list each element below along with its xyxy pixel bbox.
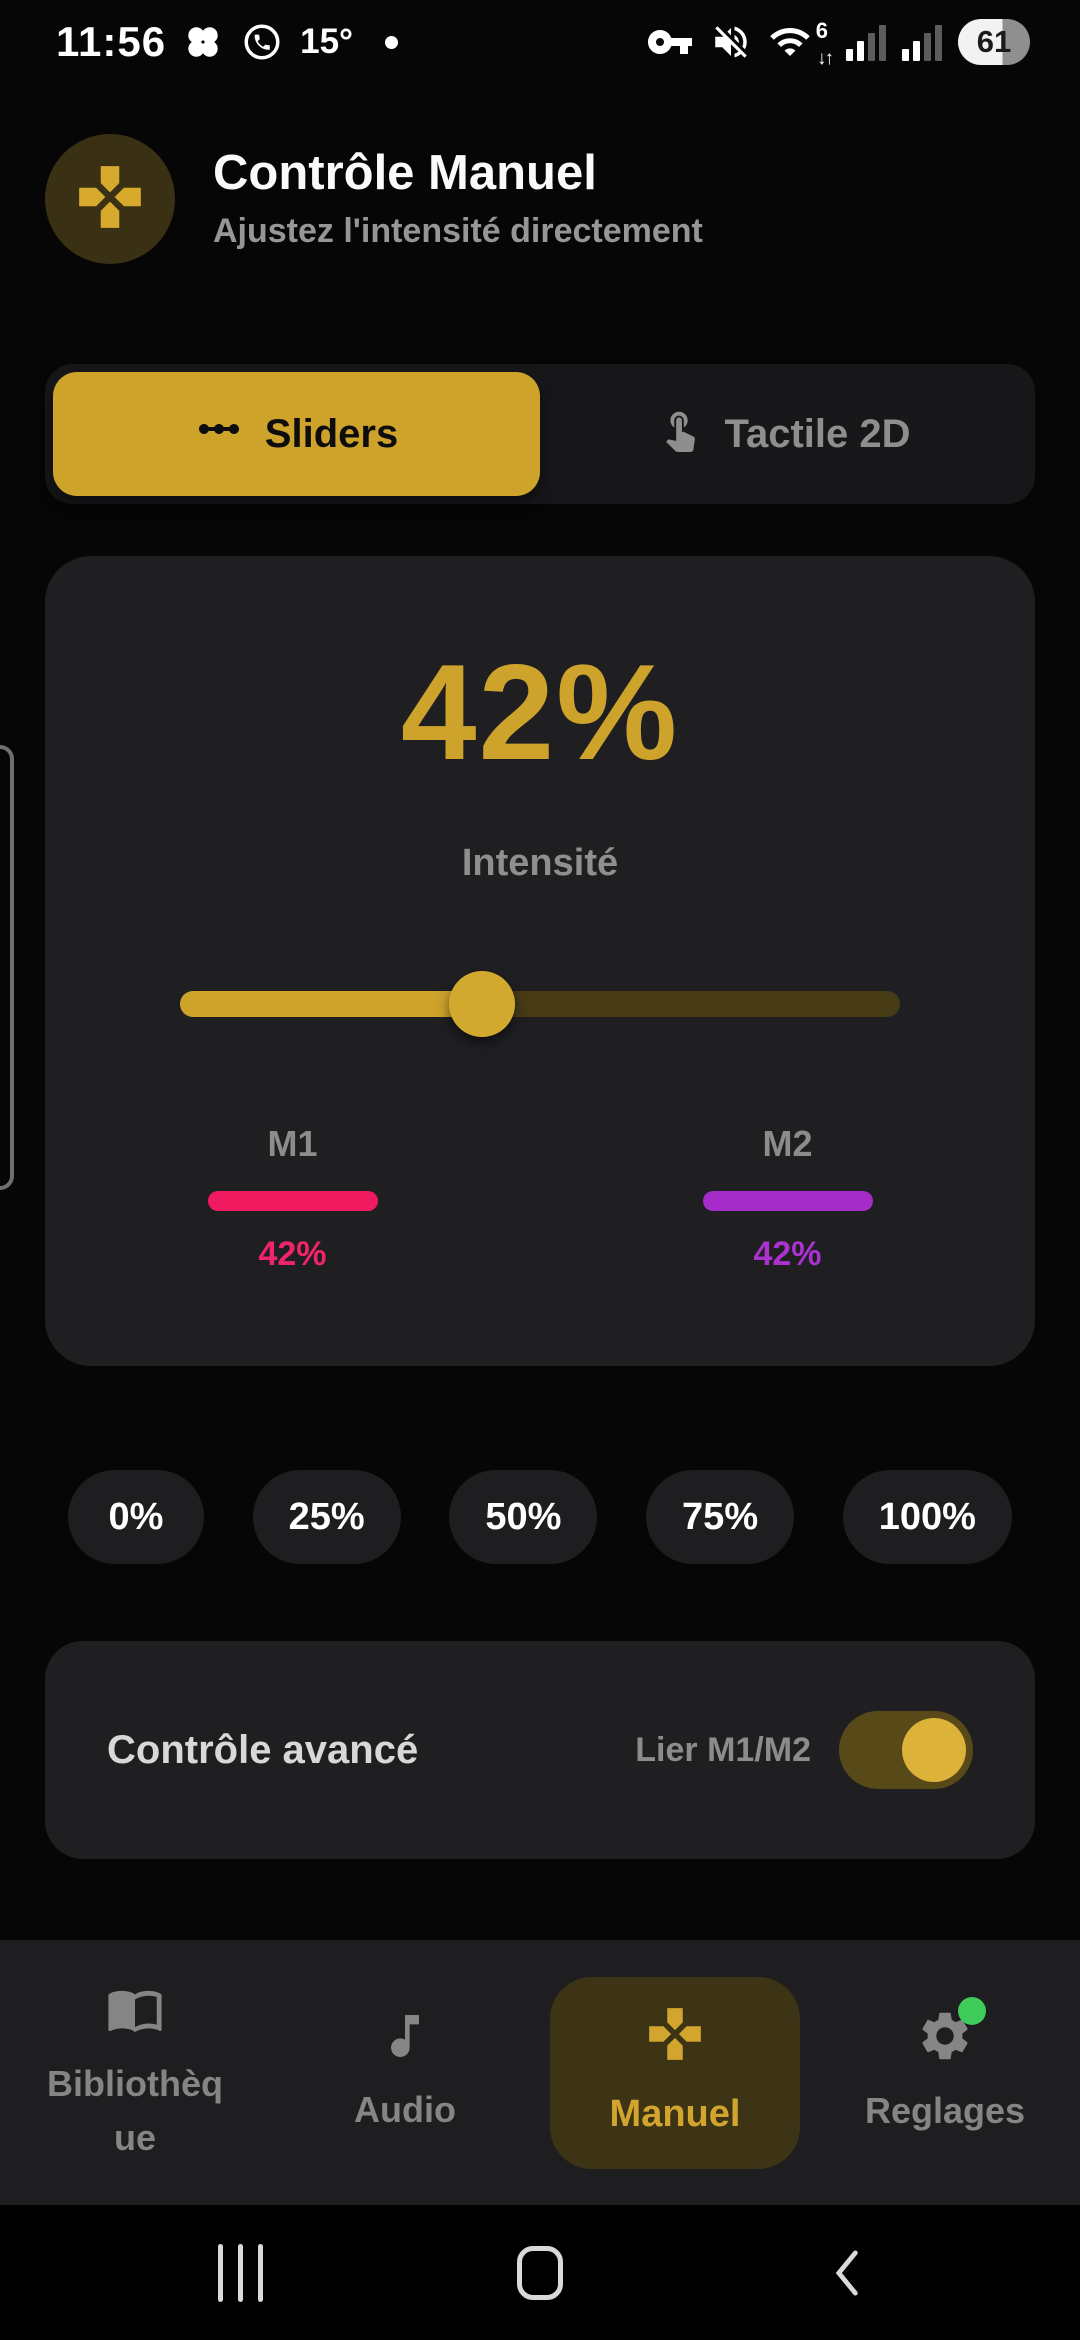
gamepad-icon	[73, 160, 147, 239]
link-m1-m2-toggle[interactable]	[839, 1711, 973, 1789]
tab-sliders-label: Sliders	[264, 411, 399, 456]
motor-m2-label: M2	[762, 1123, 813, 1164]
advanced-control-title: Contrôle avancé	[107, 1727, 419, 1772]
nav-label-bibliotheque: Bibliothèque	[47, 2063, 223, 2158]
mode-tabbar: Sliders Tactile 2D	[45, 364, 1035, 504]
book-icon	[106, 1980, 164, 2043]
nav-label-manuel: Manuel	[609, 2092, 741, 2135]
motor-m1-bar	[207, 1191, 378, 1211]
back-button[interactable]	[786, 2205, 910, 2340]
gear-icon	[916, 1997, 986, 2070]
wifi-standard-label: 6	[815, 18, 828, 43]
home-button[interactable]	[478, 2205, 602, 2340]
tab-tactile-2d-label: Tactile 2D	[724, 411, 911, 456]
slider-thumb[interactable]	[449, 971, 516, 1037]
temperature-indicator: 15°	[300, 22, 354, 61]
touch-icon	[657, 406, 703, 462]
link-m1-m2-label: Lier M1/M2	[635, 1730, 811, 1769]
nav-item-reglages[interactable]: Reglages	[810, 1997, 1080, 2138]
wifi-traffic-arrows: ↓↑	[817, 48, 834, 69]
wifi-6-icon: 6 ↓↑	[768, 18, 834, 69]
signal-sim1-icon	[846, 23, 886, 61]
nav-active-pill: Manuel	[549, 1976, 801, 2169]
advanced-control-card: Contrôle avancé Lier M1/M2	[45, 1641, 1035, 1859]
recents-button[interactable]	[175, 2205, 305, 2340]
motor-m1-value: 42%	[258, 1235, 327, 1273]
intensity-value: 42%	[400, 636, 680, 788]
link-m1-m2-control: Lier M1/M2	[635, 1711, 973, 1789]
clover-app-icon	[182, 21, 224, 63]
signal-sim2-icon	[902, 23, 942, 61]
bottom-navigation: Bibliothèque Audio Manuel Reglages	[0, 1940, 1080, 2205]
preset-button-0[interactable]: 0%	[68, 1470, 204, 1564]
intensity-slider[interactable]	[180, 971, 900, 1037]
notification-dot	[385, 35, 399, 49]
page-header: Contrôle Manuel Ajustez l'intensité dire…	[45, 134, 1040, 264]
battery-level: 61	[976, 24, 1012, 59]
vpn-key-icon	[646, 25, 694, 59]
preset-button-100[interactable]: 100%	[842, 1470, 1012, 1564]
music-note-icon	[377, 2008, 433, 2069]
intensity-card: 42% Intensité M1 42% M2 42%	[45, 556, 1035, 1366]
motor-m1: M1 42%	[45, 1123, 540, 1274]
preset-button-75[interactable]: 75%	[646, 1470, 795, 1564]
page-subtitle: Ajustez l'intensité directement	[213, 212, 703, 251]
system-navbar	[0, 2205, 1080, 2340]
preset-row: 0% 25% 50% 75% 100%	[68, 1470, 1012, 1564]
preset-button-25[interactable]: 25%	[252, 1470, 401, 1564]
clock: 11:56	[56, 18, 167, 65]
status-bar: 11:56 15° 6 ↓↑	[0, 0, 1080, 74]
tab-tactile-2d[interactable]: Tactile 2D	[540, 372, 1027, 496]
tab-sliders[interactable]: Sliders	[53, 372, 540, 496]
intensity-label: Intensité	[461, 842, 619, 884]
motor-indicators: M1 42% M2 42%	[45, 1123, 1035, 1274]
header-titles: Contrôle Manuel Ajustez l'intensité dire…	[213, 145, 703, 252]
linear-scale-icon	[195, 405, 243, 463]
battery-icon: 61	[958, 19, 1030, 65]
slider-fill	[180, 991, 483, 1017]
app-avatar	[45, 134, 175, 264]
toggle-knob	[902, 1718, 966, 1782]
page-title: Contrôle Manuel	[213, 145, 597, 200]
preset-button-50[interactable]: 50%	[449, 1470, 598, 1564]
status-bar-right: 6 ↓↑ 61	[646, 18, 1030, 69]
motor-m2-value: 42%	[753, 1235, 822, 1273]
status-bar-left: 11:56 15°	[56, 18, 399, 66]
whatsapp-icon	[240, 20, 284, 64]
settings-badge-dot	[958, 1997, 986, 2025]
sound-muted-icon	[710, 21, 752, 63]
motor-m2-bar	[702, 1191, 873, 1211]
nav-item-manuel[interactable]: Manuel	[540, 1976, 810, 2169]
nav-item-bibliotheque[interactable]: Bibliothèque	[0, 1980, 270, 2165]
nav-item-audio[interactable]: Audio	[270, 2008, 540, 2137]
edge-panel-handle[interactable]	[0, 745, 14, 1190]
gamepad-icon	[644, 2003, 706, 2070]
nav-label-reglages: Reglages	[864, 2090, 1026, 2131]
nav-label-audio: Audio	[354, 2089, 456, 2130]
motor-m2: M2 42%	[540, 1123, 1035, 1274]
motor-m1-label: M1	[267, 1123, 318, 1164]
